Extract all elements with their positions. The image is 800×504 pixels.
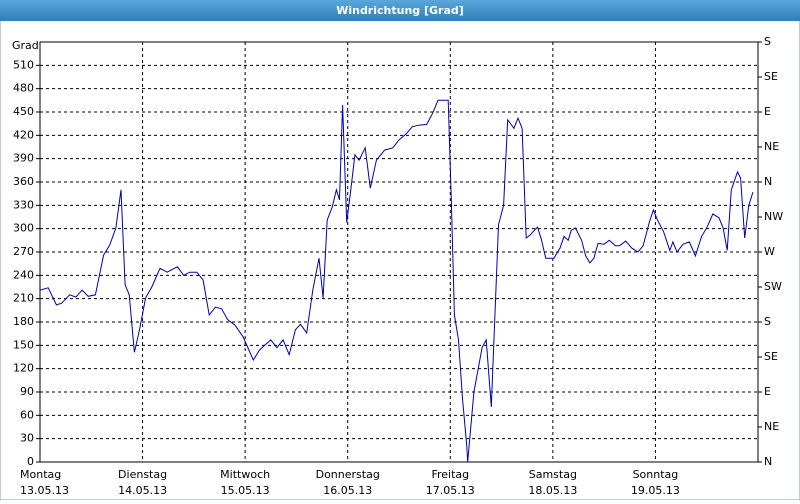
y-tick-label: 480 xyxy=(13,82,34,95)
y-tick-label: 180 xyxy=(13,315,34,328)
x-tick-label: Samstag xyxy=(529,468,577,481)
x-tick-label: Dienstag xyxy=(118,468,167,481)
y2-tick-label: E xyxy=(764,385,771,398)
y-tick-label: 30 xyxy=(20,432,34,445)
y-tick-label: 240 xyxy=(13,268,34,281)
y-tick-label: 0 xyxy=(27,455,34,468)
y-tick-label: 60 xyxy=(20,408,34,421)
data-line xyxy=(39,99,754,463)
x-tick-label: 15.05.13 xyxy=(221,484,270,497)
y-tick-label: 90 xyxy=(20,385,34,398)
y-tick-label: 210 xyxy=(13,292,34,305)
y2-tick-label: N xyxy=(764,175,772,188)
x-tick-label: Freitag xyxy=(431,468,469,481)
y2-tick-label: NW xyxy=(764,210,783,223)
y2-tick-label: N xyxy=(764,455,772,468)
y2-tick-label: W xyxy=(764,245,775,258)
y2-tick-label: SE xyxy=(764,350,778,363)
y-tick-label: 330 xyxy=(13,198,34,211)
x-tick-label: Sonntag xyxy=(633,468,679,481)
y-tick-label: 420 xyxy=(13,128,34,141)
y-axis-label: Grad xyxy=(12,39,39,52)
y-tick-label: 450 xyxy=(13,105,34,118)
y2-tick-label: SW xyxy=(764,280,782,293)
title-bar xyxy=(0,0,800,21)
y-tick-label: 300 xyxy=(13,222,34,235)
y-tick-label: 270 xyxy=(13,245,34,258)
y-tick-label: 120 xyxy=(13,362,34,375)
y2-tick-label: SE xyxy=(764,70,778,83)
x-tick-label: 17.05.13 xyxy=(426,484,475,497)
y2-tick-label: NE xyxy=(764,140,779,153)
y2-tick-label: NE xyxy=(764,420,779,433)
x-tick-label: Donnerstag xyxy=(316,468,380,481)
x-tick-label: 14.05.13 xyxy=(118,484,167,497)
x-tick-label: 19.05.13 xyxy=(631,484,680,497)
y2-tick-label: E xyxy=(764,105,771,118)
y-tick-label: 360 xyxy=(13,175,34,188)
x-tick-label: Montag xyxy=(20,468,61,481)
y-tick-label: 510 xyxy=(13,58,34,71)
y-tick-label: 150 xyxy=(13,338,34,351)
x-tick-label: 13.05.13 xyxy=(20,484,69,497)
y2-tick-label: S xyxy=(764,35,771,48)
x-tick-label: Mittwoch xyxy=(220,468,270,481)
x-tick-label: 18.05.13 xyxy=(528,484,577,497)
y-tick-label: 390 xyxy=(13,152,34,165)
chart-title: Windrichtung [Grad] xyxy=(336,4,464,17)
x-tick-label: 16.05.13 xyxy=(323,484,372,497)
y2-tick-label: S xyxy=(764,315,771,328)
